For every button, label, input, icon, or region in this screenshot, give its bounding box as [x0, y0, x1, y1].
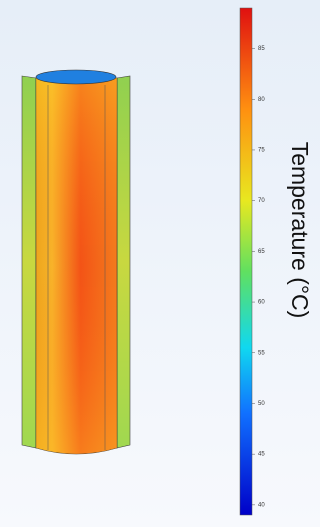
tick-label: 85 — [258, 46, 265, 52]
tick-label: 80 — [258, 97, 265, 103]
tick-label: 55 — [258, 350, 265, 356]
tick-label: 45 — [258, 452, 265, 458]
tick-label: 60 — [258, 300, 265, 306]
cylinder-top — [36, 70, 116, 84]
figure: Temperature (°C) 40 45 50 55 60 65 70 75 80 85 — [0, 0, 320, 527]
fin-left — [22, 76, 36, 448]
tick-label: 70 — [258, 198, 265, 204]
fin-right — [117, 76, 130, 448]
tick-label: 65 — [258, 249, 265, 255]
tick-label: 40 — [258, 502, 265, 508]
cylinder-model — [22, 70, 130, 454]
colorbar-label: Temperature (°C) — [287, 142, 313, 319]
tick-label: 75 — [258, 148, 265, 154]
colorbar — [240, 8, 252, 515]
page: {"chart_data": {"type": "surface", "colo… — [0, 0, 320, 527]
tick-label: 50 — [258, 401, 265, 407]
